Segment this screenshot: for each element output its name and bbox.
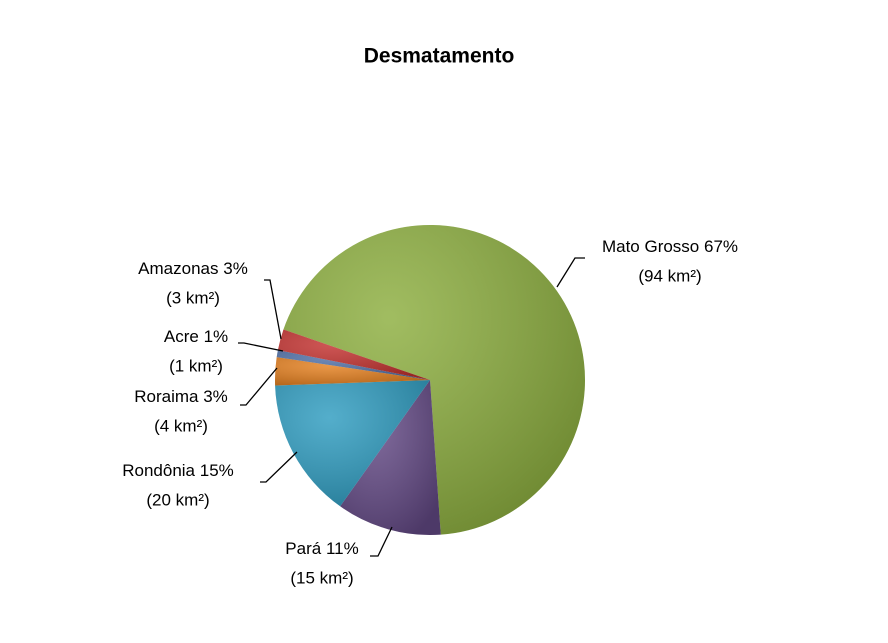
chart-title: Desmatamento: [364, 45, 515, 68]
leader-line: [238, 342, 284, 352]
category-label: Roraima: [134, 387, 199, 406]
category-label: Mato Grosso: [602, 237, 699, 256]
category-label: Amazonas: [138, 259, 218, 278]
value-label: (20 km²): [146, 490, 209, 509]
data-label: Roraima 3%: [134, 387, 228, 406]
category-label: Acre: [164, 327, 199, 346]
percent-label: 15%: [200, 461, 234, 480]
percent-label: 11%: [326, 539, 359, 558]
value-label: (94 km²): [638, 266, 701, 285]
pie: [275, 224, 585, 535]
data-label: Acre 1%: [164, 327, 228, 346]
value-label: (4 km²): [154, 416, 208, 435]
data-label: Amazonas 3%: [138, 259, 248, 278]
leader-line: [370, 526, 393, 557]
data-label: Mato Grosso 67%: [602, 237, 738, 256]
category-label: Rondônia: [122, 461, 195, 480]
data-labels: Mato Grosso 67%(94 km²)Pará 11%(15 km²)R…: [122, 237, 738, 587]
leader-line: [260, 451, 298, 483]
leader-line: [264, 279, 282, 340]
percent-label: 67%: [704, 237, 738, 256]
percent-label: 1%: [204, 327, 229, 346]
percent-label: 3%: [203, 387, 228, 406]
value-label: (15 km²): [290, 568, 353, 587]
data-label: Rondônia 15%: [122, 461, 234, 480]
data-label: Pará 11%: [285, 539, 358, 558]
leader-line: [240, 367, 278, 406]
value-label: (3 km²): [166, 288, 220, 307]
leader-line: [556, 257, 585, 288]
value-label: (1 km²): [169, 356, 223, 375]
percent-label: 3%: [223, 259, 248, 278]
category-label: Pará: [285, 539, 321, 558]
